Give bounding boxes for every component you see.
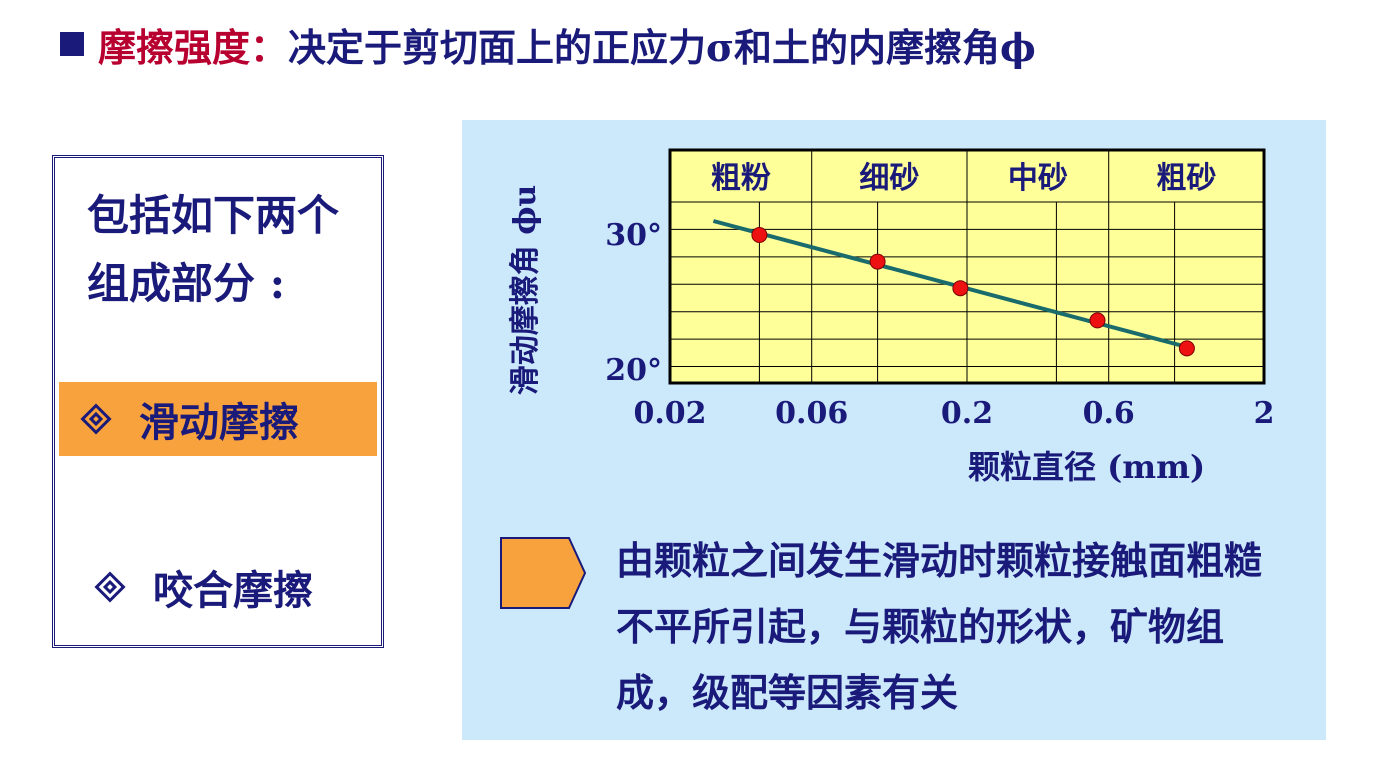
component-item-interlocking: 咬合摩擦 (59, 550, 377, 624)
y-tick-label: 20° (605, 353, 662, 388)
x-tick-label: 0.6 (1083, 396, 1135, 431)
chart-panel: 粗粉 细砂 中砂 粗砂 0.02 0.06 0.2 0.6 2 30° 20° 滑动摩擦角 ϕu 颗… (462, 120, 1326, 740)
component-label: 咬合摩擦 (153, 567, 313, 614)
x-tick-label: 0.2 (941, 396, 993, 431)
description-text: 由颗粒之间发生滑动时颗粒接触面粗糙不平所引起，与颗粒的形状，矿物组成，级配等因素… (616, 538, 1263, 715)
friction-angle-chart: 粗粉 细砂 中砂 粗砂 0.02 0.06 0.2 0.6 2 30° 20° (605, 148, 1275, 431)
slide-title: 摩擦强度： 决定于剪切面上的正应力σ和土的内摩擦角ϕ (60, 14, 1036, 74)
data-point (869, 253, 886, 270)
components-box: 包括如下两个组成部分 : 滑动摩擦 咬合摩擦 (52, 155, 384, 648)
data-point (1178, 340, 1195, 357)
x-tick-label: 2 (1254, 396, 1275, 431)
y-tick-label: 30° (605, 218, 662, 253)
data-point (751, 227, 768, 243)
x-tick-label: 0.06 (775, 396, 848, 431)
trend-line (712, 219, 1188, 349)
component-label: 滑动摩擦 (139, 399, 299, 446)
data-point (1089, 312, 1106, 329)
plot-frame (668, 148, 1266, 385)
y-axis-label: 滑动摩擦角 ϕu (508, 184, 543, 396)
diamond-bullet-icon (80, 403, 112, 435)
components-intro: 包括如下两个组成部分 : (87, 191, 340, 308)
band-label: 细砂 (859, 161, 919, 196)
data-point (952, 280, 969, 297)
title-head: 摩擦强度： (98, 24, 289, 70)
band-label: 中砂 (1008, 161, 1068, 196)
band-label: 粗砂 (1156, 161, 1216, 196)
square-bullet-icon (60, 32, 84, 56)
diamond-bullet-icon (94, 571, 126, 603)
x-tick-label: 0.02 (633, 396, 706, 431)
pentagon-arrow-icon (500, 537, 586, 609)
x-axis-label: 颗粒直径 (mm) (968, 448, 1206, 486)
component-item-sliding: 滑动摩擦 (59, 382, 377, 456)
title-body: 决定于剪切面上的正应力σ和土的内摩擦角ϕ (288, 24, 1036, 70)
band-label: 粗粉 (711, 161, 771, 196)
